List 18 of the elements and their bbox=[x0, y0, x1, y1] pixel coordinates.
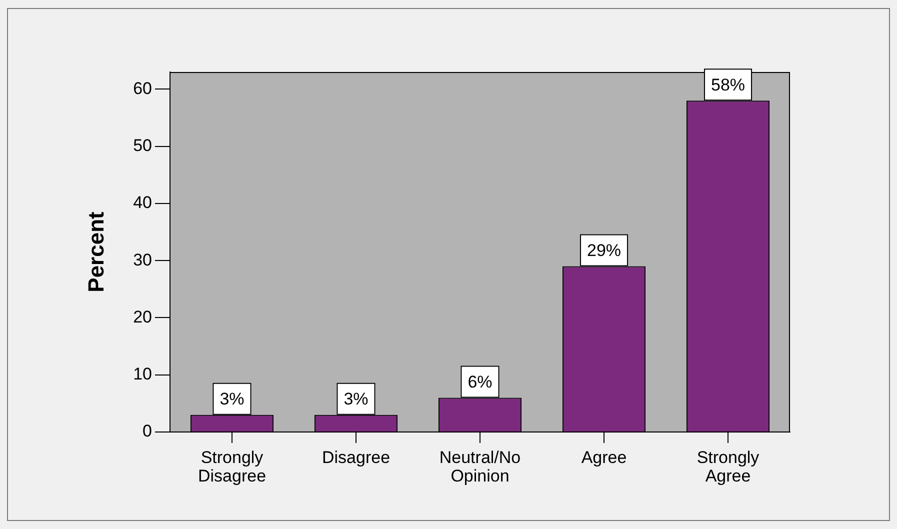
y-tick-label: 60 bbox=[133, 78, 152, 98]
y-tick-label: 10 bbox=[133, 364, 152, 384]
data-label: 6% bbox=[468, 372, 492, 392]
data-label: 3% bbox=[220, 390, 244, 409]
x-tick-label: Strongly Agree bbox=[696, 448, 760, 486]
x-tick-label: Strongly Disagree bbox=[198, 448, 266, 486]
y-axis-title: Percent bbox=[83, 210, 108, 292]
data-label: 3% bbox=[344, 390, 368, 409]
x-tick-label: Neutral/No Opinion bbox=[439, 448, 521, 486]
x-tick-label: Agree bbox=[581, 448, 627, 468]
data-label: 29% bbox=[586, 240, 622, 260]
data-label: 58% bbox=[710, 75, 746, 94]
y-tick-label: 30 bbox=[133, 250, 152, 270]
y-tick-label: 40 bbox=[133, 193, 152, 212]
y-tick-label: 50 bbox=[133, 136, 152, 155]
y-tick-label: 20 bbox=[133, 307, 152, 326]
x-tick-label: Disagree bbox=[322, 448, 390, 468]
y-tick-label: 0 bbox=[142, 422, 152, 441]
